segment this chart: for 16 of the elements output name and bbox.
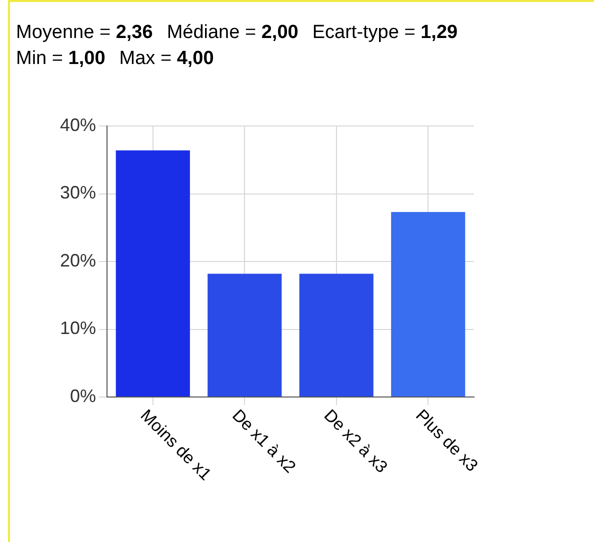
text: Moyenne = 2,36 <box>16 22 153 43</box>
bar <box>208 274 282 396</box>
x-tick-label: De x1 à x2 <box>228 406 300 477</box>
y-tick-label: 40% <box>60 114 96 135</box>
bar <box>391 212 466 396</box>
text: Min = 1,00 <box>16 48 106 69</box>
x-tick-label: De x2 à x3 <box>320 406 392 477</box>
y-tick-label: 0% <box>70 386 96 406</box>
bar <box>299 274 374 396</box>
text: Ecart-type = 1,29 <box>312 22 458 43</box>
y-tick-label: 30% <box>60 182 96 203</box>
text: Max = 4,00 <box>119 48 214 69</box>
text: Médiane = 2,00 <box>166 22 298 43</box>
bar <box>116 150 190 396</box>
y-tick-label: 20% <box>60 250 96 270</box>
y-tick-label: 10% <box>60 318 96 338</box>
